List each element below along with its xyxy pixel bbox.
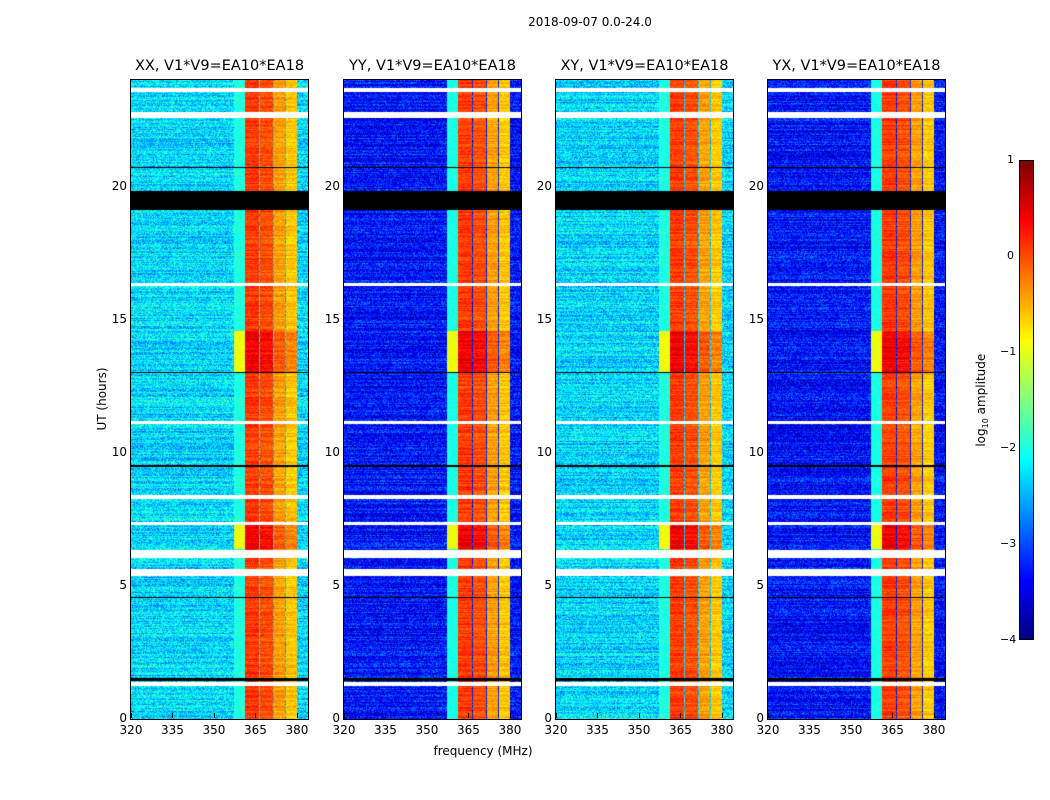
x-tick-mark [680, 713, 682, 718]
x-tick-label: 365 [881, 723, 904, 737]
x-tick-mark [385, 713, 387, 718]
heatmap-panel-3: YX, V1*V9=EA10*EA18 320 335 350 365 380 0 5 10 15… [749, 58, 946, 737]
x-tick-mark [933, 713, 935, 718]
y-axis-label: UT (hours) [95, 367, 109, 431]
x-tick-mark [721, 713, 723, 718]
x-tick-mark [892, 713, 894, 718]
panel-title: XX, V1*V9=EA10*EA18 [134, 58, 305, 74]
x-tick-label: 350 [839, 723, 863, 737]
x-tick-mark [296, 713, 298, 718]
y-tick-label: 0 [119, 711, 127, 725]
y-tick-label: 0 [544, 711, 552, 725]
heatmap-panel-2: XY, V1*V9=EA10*EA18 320 335 350 365 380 0 5 10 15… [537, 58, 734, 737]
x-tick-mark [172, 713, 174, 718]
y-tick-label: 0 [756, 711, 764, 725]
colorbar-label-sub: 10 [981, 418, 991, 429]
colorbar [1019, 160, 1034, 640]
x-tick-mark [556, 713, 557, 718]
colorbar-label: log10 amplitude [974, 340, 990, 460]
colorbar-tick-label: −3 [1000, 537, 1017, 550]
x-tick-label: 335 [798, 723, 821, 737]
y-tick-label: 5 [332, 577, 340, 592]
x-tick-label: 335 [161, 723, 184, 737]
y-tick-label: 15 [111, 311, 127, 326]
x-tick-mark [426, 713, 428, 718]
x-axis-label: frequency (MHz) [433, 744, 533, 758]
y-tick-label: 20 [536, 178, 552, 193]
x-tick-mark [597, 713, 599, 718]
heatmap-image [344, 80, 521, 719]
heatmap-panel-1: YY, V1*V9=EA10*EA18 320 335 350 365 380 0 5 10 15… [325, 58, 522, 737]
x-tick-label: 380 [922, 723, 946, 737]
colorbar-label-log: log [973, 428, 988, 447]
x-tick-mark [255, 713, 257, 718]
x-tick-mark [850, 713, 852, 718]
y-tick-label: 15 [536, 311, 552, 326]
panel-title: XY, V1*V9=EA10*EA18 [560, 58, 729, 74]
y-tick-label: 20 [111, 178, 127, 193]
x-tick-label: 335 [586, 723, 609, 737]
x-tick-label: 320 [332, 723, 356, 737]
heatmap-image [556, 80, 733, 719]
x-tick-label: 380 [710, 723, 734, 737]
colorbar-tick-label: −2 [1000, 441, 1017, 454]
x-tick-mark [509, 713, 511, 718]
x-tick-label: 365 [457, 723, 480, 737]
colorbar-tick-label: −1 [1000, 345, 1017, 358]
y-tick-label: 5 [756, 577, 764, 592]
x-tick-label: 350 [415, 723, 439, 737]
y-tick-label: 10 [536, 444, 552, 459]
x-tick-label: 335 [374, 723, 397, 737]
panel-title: YY, V1*V9=EA10*EA18 [349, 58, 516, 74]
heatmap-image [131, 80, 308, 719]
colorbar-label-rest: amplitude [973, 353, 988, 419]
colorbar-tick-label: 1 [1007, 153, 1014, 166]
heatmap-panel-0: XX, V1*V9=EA10*EA18 320 335 350 365 380 0 5 10 15… [112, 58, 309, 737]
colorbar-tick-label: 0 [1007, 249, 1014, 262]
x-tick-mark [344, 713, 345, 718]
x-tick-mark [638, 713, 640, 718]
x-tick-label: 380 [498, 723, 522, 737]
y-tick-label: 15 [324, 311, 340, 326]
heatmap-image [768, 80, 945, 719]
y-tick-label: 10 [748, 444, 764, 459]
y-tick-label: 5 [544, 577, 552, 592]
x-tick-mark [468, 713, 470, 718]
x-tick-label: 380 [285, 723, 309, 737]
y-tick-label: 5 [119, 577, 127, 592]
x-tick-label: 320 [544, 723, 568, 737]
figure-title: 2018-09-07 0.0-24.0 [528, 15, 652, 29]
x-tick-mark [213, 713, 215, 718]
x-tick-label: 365 [669, 723, 692, 737]
y-tick-label: 10 [324, 444, 340, 459]
x-tick-label: 320 [756, 723, 780, 737]
y-tick-label: 10 [111, 444, 127, 459]
x-tick-label: 350 [627, 723, 651, 737]
y-tick-label: 0 [332, 711, 340, 725]
y-tick-label: 15 [748, 311, 764, 326]
x-tick-label: 365 [244, 723, 267, 737]
x-tick-mark [131, 713, 132, 718]
panel-title: YX, V1*V9=EA10*EA18 [772, 58, 941, 74]
colorbar-tick-label: −4 [1000, 633, 1017, 646]
x-tick-label: 320 [119, 723, 143, 737]
y-tick-label: 20 [748, 178, 764, 193]
x-tick-label: 350 [202, 723, 226, 737]
x-tick-mark [768, 713, 769, 718]
y-tick-label: 20 [324, 178, 340, 193]
x-tick-mark [809, 713, 811, 718]
